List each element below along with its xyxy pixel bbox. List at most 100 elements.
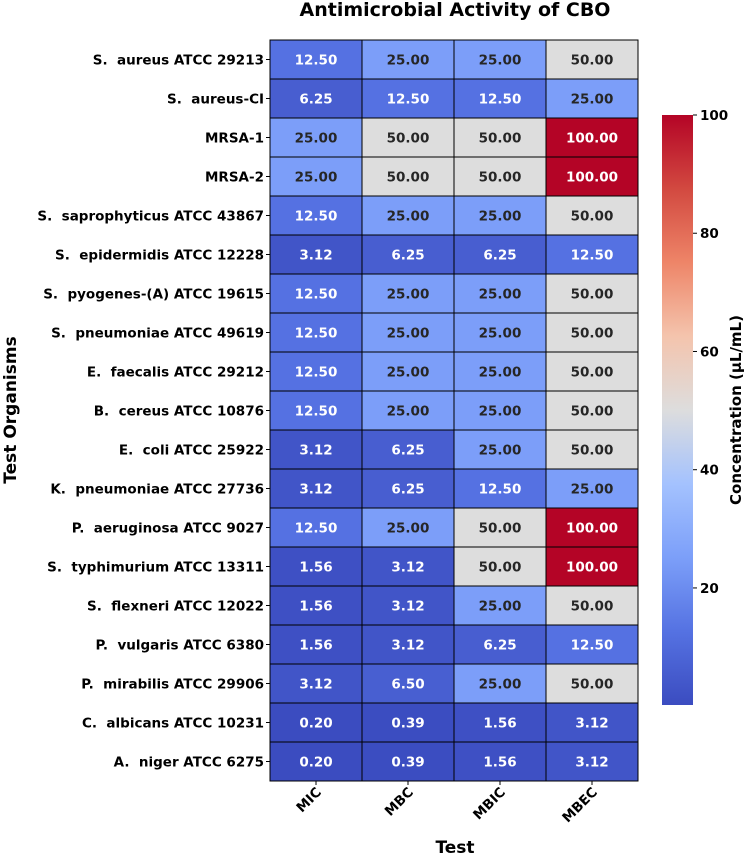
colorbar-ticks: 20 40 60 80 100 bbox=[693, 108, 728, 597]
row-label: B. cereus ATCC 10876 bbox=[94, 404, 264, 420]
cell-value-label: 25.00 bbox=[479, 53, 522, 69]
heatmap-cell bbox=[269, 624, 363, 665]
cell-value-label: 100.00 bbox=[566, 560, 618, 576]
heatmap-cell bbox=[545, 507, 639, 548]
colorbar-tick-label: 60 bbox=[700, 344, 719, 360]
row-label: K. pneumoniae ATCC 27736 bbox=[50, 482, 264, 498]
cell-value-label: 50.00 bbox=[387, 170, 430, 186]
cell-value-label: 3.12 bbox=[575, 716, 608, 732]
cell-value-label: 12.50 bbox=[479, 92, 522, 108]
heatmap-cell bbox=[453, 585, 547, 626]
cell-value-label: 25.00 bbox=[387, 404, 430, 420]
cell-value-label: 25.00 bbox=[479, 365, 522, 381]
cell-value-label: 25.00 bbox=[479, 209, 522, 225]
cell-value-label: 50.00 bbox=[479, 170, 522, 186]
heatmap-cell bbox=[545, 702, 639, 743]
cell-value-label: 3.12 bbox=[391, 638, 424, 654]
chart-title: Antimicrobial Activity of CBO bbox=[300, 0, 611, 21]
cell-value-label: 25.00 bbox=[387, 521, 430, 537]
colorbar-gradient bbox=[662, 115, 693, 705]
heatmap-cell bbox=[361, 546, 455, 587]
cell-value-label: 6.25 bbox=[391, 248, 424, 264]
heatmap-cell bbox=[545, 741, 639, 782]
heatmap-cell bbox=[453, 312, 547, 353]
cell-value-label: 50.00 bbox=[479, 131, 522, 147]
row-label: E. faecalis ATCC 29212 bbox=[87, 365, 264, 381]
cell-value-label: 1.56 bbox=[483, 755, 516, 771]
cell-value-label: 0.20 bbox=[299, 716, 332, 732]
heatmap-cell bbox=[545, 429, 639, 470]
cell-value-label: 50.00 bbox=[571, 326, 614, 342]
colorbar-label: Concentration (µL/mL) bbox=[727, 315, 745, 505]
row-label: MRSA-1 bbox=[205, 131, 264, 147]
heatmap-cell bbox=[545, 546, 639, 587]
heatmap-cell bbox=[361, 741, 455, 782]
row-label: S. flexneri ATCC 12022 bbox=[87, 599, 264, 615]
cell-value-label: 25.00 bbox=[387, 287, 430, 303]
row-label: C. albicans ATCC 10231 bbox=[82, 716, 264, 732]
row-label: A. niger ATCC 6275 bbox=[114, 755, 264, 771]
cell-value-label: 0.39 bbox=[391, 755, 424, 771]
heatmap-cell bbox=[545, 39, 639, 80]
row-label: S. pyogenes-(A) ATCC 19615 bbox=[43, 287, 264, 303]
heatmap-cell bbox=[453, 234, 547, 275]
cell-value-label: 12.50 bbox=[571, 248, 614, 264]
cell-value-label: 50.00 bbox=[571, 599, 614, 615]
heatmap-cell bbox=[545, 234, 639, 275]
heatmap-cell bbox=[269, 273, 363, 314]
cell-value-label: 6.25 bbox=[391, 482, 424, 498]
column-labels: MIC MBC MBIC MBEC bbox=[293, 781, 601, 826]
heatmap-cell bbox=[453, 390, 547, 431]
cell-value-label: 3.12 bbox=[299, 443, 332, 459]
heatmap-cell bbox=[545, 156, 639, 197]
cell-value-label: 50.00 bbox=[571, 443, 614, 459]
row-label: S. typhimurium ATCC 13311 bbox=[47, 560, 264, 576]
row-labels: S. aureus ATCC 29213 S. aureus-CI MRSA-1 MR… bbox=[37, 53, 270, 771]
cell-value-label: 12.50 bbox=[295, 287, 338, 303]
cell-value-label: 50.00 bbox=[479, 560, 522, 576]
cell-value-label: 12.50 bbox=[295, 404, 338, 420]
row-label: S. aureus ATCC 29213 bbox=[93, 53, 264, 69]
heatmap-cell bbox=[453, 546, 547, 587]
colorbar-tick-label: 80 bbox=[700, 226, 719, 242]
heatmap-cell bbox=[453, 429, 547, 470]
heatmap-cell bbox=[453, 273, 547, 314]
heatmap-cells: 12.50 25.00 25.00 50.00 6.25 12.50 12.50 25.00 2… bbox=[269, 39, 639, 782]
heatmap-cell bbox=[269, 390, 363, 431]
heatmap-cell bbox=[269, 741, 363, 782]
cell-value-label: 6.25 bbox=[299, 92, 332, 108]
heatmap-cell bbox=[545, 468, 639, 509]
heatmap-cell bbox=[361, 117, 455, 158]
cell-value-label: 6.25 bbox=[391, 443, 424, 459]
colorbar-tick-label: 40 bbox=[700, 463, 719, 479]
heatmap-cell bbox=[453, 741, 547, 782]
heatmap-cell bbox=[453, 195, 547, 236]
cell-value-label: 50.00 bbox=[571, 677, 614, 693]
colorbar-tick-label: 100 bbox=[700, 108, 728, 124]
heatmap-cell bbox=[269, 39, 363, 80]
heatmap-cell bbox=[361, 468, 455, 509]
cell-value-label: 12.50 bbox=[295, 521, 338, 537]
row-label: P. mirabilis ATCC 29906 bbox=[81, 677, 264, 693]
row-label: P. aeruginosa ATCC 9027 bbox=[72, 521, 264, 537]
row-label: P. vulgaris ATCC 6380 bbox=[96, 638, 264, 654]
column-label: MBIC bbox=[470, 784, 509, 823]
heatmap-cell bbox=[361, 702, 455, 743]
cell-value-label: 25.00 bbox=[479, 443, 522, 459]
cell-value-label: 50.00 bbox=[571, 209, 614, 225]
heatmap-cell bbox=[453, 663, 547, 704]
row-label: MRSA-2 bbox=[205, 170, 264, 186]
cell-value-label: 1.56 bbox=[299, 599, 332, 615]
cell-value-label: 25.00 bbox=[479, 326, 522, 342]
heatmap-cell bbox=[453, 507, 547, 548]
cell-value-label: 25.00 bbox=[571, 482, 614, 498]
cell-value-label: 25.00 bbox=[387, 365, 430, 381]
cell-value-label: 25.00 bbox=[571, 92, 614, 108]
column-label: MBC bbox=[382, 784, 417, 819]
cell-value-label: 3.12 bbox=[299, 248, 332, 264]
cell-value-label: 50.00 bbox=[571, 365, 614, 381]
heatmap-cell bbox=[269, 312, 363, 353]
cell-value-label: 12.50 bbox=[295, 365, 338, 381]
cell-value-label: 100.00 bbox=[566, 131, 618, 147]
